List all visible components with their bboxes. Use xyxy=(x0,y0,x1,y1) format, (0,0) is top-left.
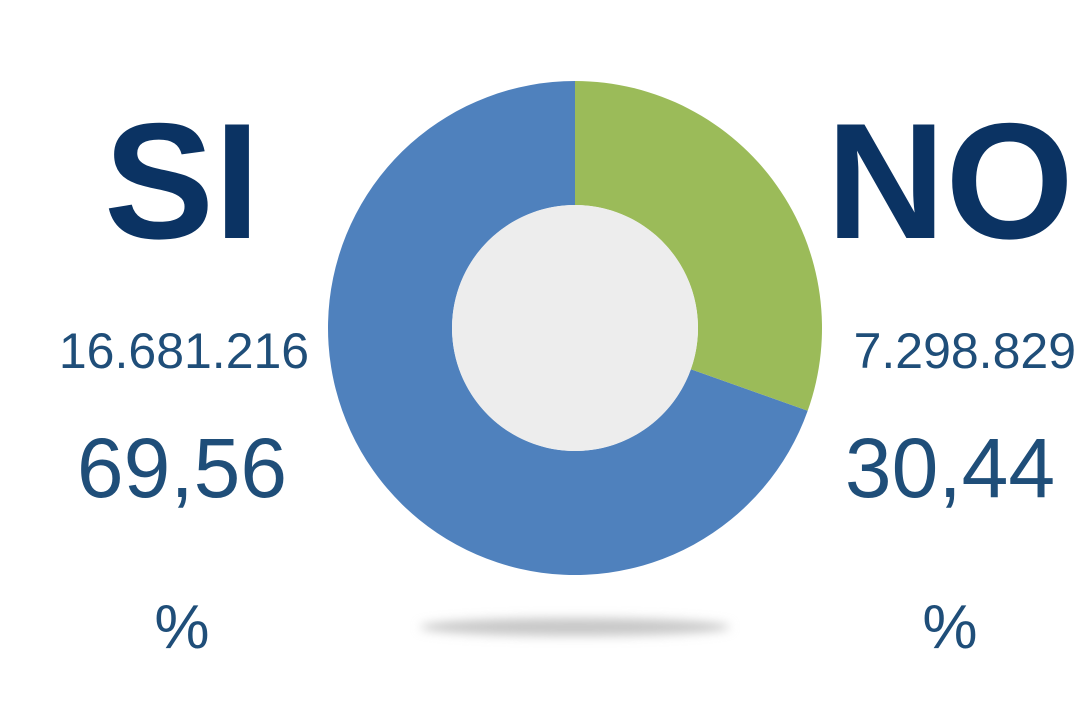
category-label: SI xyxy=(104,89,260,273)
slice xyxy=(575,81,822,411)
slice xyxy=(328,81,808,575)
category-label: NO xyxy=(826,89,1074,273)
value-label: 30,44 xyxy=(845,421,1055,515)
value-label: 69,56 xyxy=(77,421,287,515)
shadow xyxy=(420,618,730,636)
count-label: 16.681.216 xyxy=(59,323,309,379)
donut-hole xyxy=(452,205,698,451)
unit-label: % xyxy=(154,593,209,662)
count-label: 7.298.829 xyxy=(854,323,1076,379)
unit-label: % xyxy=(922,593,977,662)
